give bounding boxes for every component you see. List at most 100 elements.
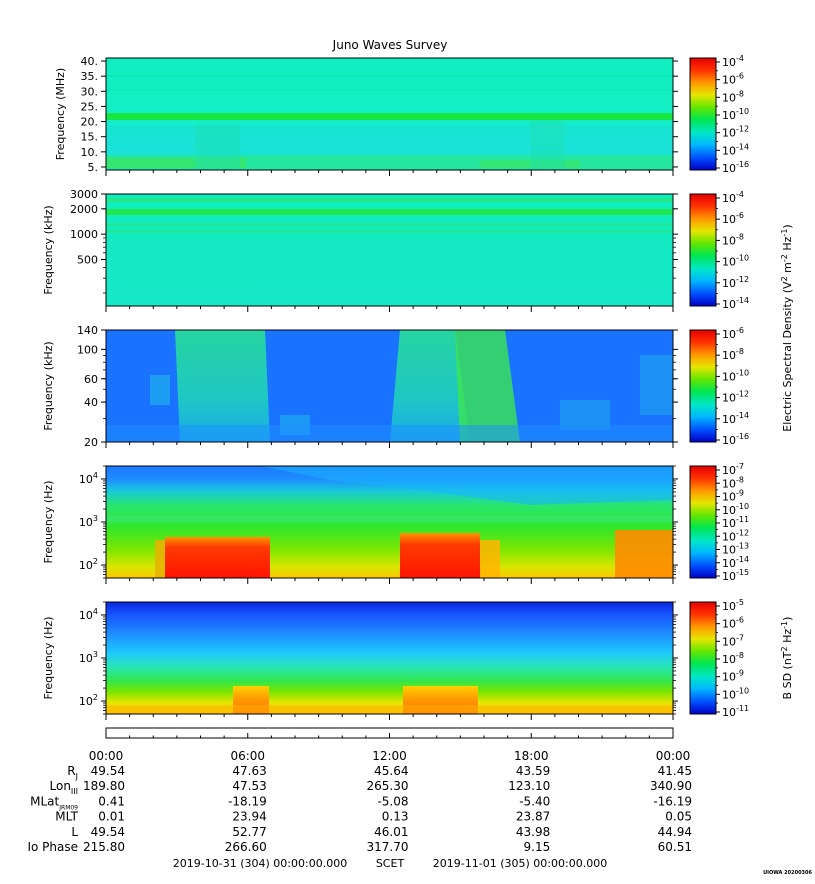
ephemeris-row-label: LonIII — [50, 779, 79, 796]
colorbar-label: 10-7 — [722, 462, 744, 477]
ephemeris-row-label: L — [71, 825, 78, 839]
ephemeris-value: 23.94 — [232, 810, 266, 824]
ephemeris-value: 0.05 — [665, 810, 692, 824]
panel-hf-mhz-spectrogram — [106, 58, 673, 170]
panel-1-y-ticks: 40. 35. 30. 25. 20. 15. 10. 5. — [81, 55, 678, 174]
footer-scet: SCET — [376, 857, 405, 870]
footer-stamp: UIOWA 20200306 — [763, 870, 812, 876]
footer-start-time: 2019-10-31 (304) 00:00:00.000 — [173, 857, 347, 870]
y-tick-label: 1000 — [70, 228, 98, 241]
colorbar-label: 10-4 — [722, 190, 744, 205]
ephemeris-value: 0.41 — [98, 794, 125, 808]
y-tick-label: 20 — [84, 436, 98, 449]
y-tick-label: 35. — [81, 70, 99, 83]
y-tick-label: 103 — [79, 514, 98, 529]
ephemeris-value: 60.51 — [658, 840, 692, 854]
panel-x-ticks — [105, 170, 674, 720]
panel-3-ylabel: Frequency (kHz) — [42, 341, 55, 430]
e-field-colorbar-title: Electric Spectral Density (V2 m-2 Hz-1) — [780, 224, 794, 431]
panel-4-ylabel: Frequency (Hz) — [42, 481, 55, 564]
colorbar-label: 10-8 — [722, 475, 744, 490]
y-tick-label: 30. — [81, 85, 99, 98]
y-tick-label: 3000 — [70, 188, 98, 201]
y-tick-label: 25. — [81, 100, 99, 113]
colorbar-label: 10-6 — [722, 616, 744, 631]
y-tick-label: 104 — [79, 607, 98, 622]
colorbar-label: 10-14 — [722, 411, 749, 426]
ephemeris-value: 49.54 — [91, 825, 125, 839]
panel-3-y-ticks: 140 100 60 40 20 — [77, 324, 678, 449]
colorbar-label: 10-8 — [722, 347, 744, 362]
colorbar-frame — [689, 601, 717, 715]
ephemeris-value: -18.19 — [228, 794, 267, 808]
ephemeris-value: 266.60 — [225, 840, 267, 854]
ephemeris-value: 47.63 — [232, 764, 266, 778]
ephemeris-value: -5.08 — [377, 794, 408, 808]
colorbar-label: 10-12 — [722, 275, 749, 290]
y-tick-label: 20. — [81, 116, 99, 129]
colorbar-label: 10-11 — [722, 515, 749, 530]
y-tick-label: 100 — [77, 343, 98, 356]
colorbar — [690, 58, 716, 170]
colorbar-label: 10-8 — [722, 89, 744, 104]
ephemeris-value: 215.80 — [83, 840, 125, 854]
colorbar — [690, 602, 716, 714]
y-tick-label: 102 — [79, 693, 98, 708]
time-label: 00:00 — [89, 749, 124, 763]
ephemeris-value: 0.01 — [98, 810, 125, 824]
y-tick-label: 103 — [79, 650, 98, 665]
panel-e-field-low-spectrogram — [106, 466, 673, 578]
colorbar-label: 10-6 — [722, 211, 744, 226]
ephemeris-value: -5.40 — [519, 794, 550, 808]
ephemeris-value: 47.53 — [232, 779, 266, 793]
colorbar-label: 10-10 — [722, 368, 749, 383]
ephemeris-row-label: Io Phase — [27, 840, 78, 854]
colorbar-label: 10-12 — [722, 390, 749, 405]
ephemeris-value: -16.19 — [653, 794, 692, 808]
ephemeris-row-label: RJ — [67, 764, 78, 781]
panel-4-y-ticks: 104 103 102 — [79, 465, 678, 579]
panel-b-field-spectrogram — [106, 602, 673, 714]
ephemeris-value: 41.45 — [658, 764, 692, 778]
b-field-colorbar-title: B SD (nT2 Hz-1) — [780, 617, 794, 700]
colorbar-frame — [689, 329, 717, 443]
colorbar-label: 10-9 — [722, 669, 744, 684]
colorbar-label: 10-7 — [722, 633, 744, 648]
colorbar-label: 10-14 — [722, 555, 749, 570]
colorbar-label: 10-16 — [722, 432, 749, 447]
y-tick-label: 500 — [77, 253, 98, 266]
colorbar — [690, 466, 716, 578]
y-tick-label: 5. — [88, 161, 99, 174]
time-label: 00:00 — [656, 749, 691, 763]
ephemeris-value: 265.30 — [367, 779, 409, 793]
ephemeris-value: 23.87 — [516, 810, 550, 824]
time-label: 12:00 — [372, 749, 407, 763]
colorbar-label: 10-14 — [722, 296, 749, 311]
y-tick-label: 40 — [84, 396, 98, 409]
colorbar-label: 10-8 — [722, 651, 744, 666]
panel-lf-khz-spectrogram — [106, 330, 673, 442]
y-tick-label: 40. — [81, 55, 99, 68]
colorbar-label: 10-12 — [722, 528, 749, 543]
ephemeris-row-label: MLatJRM09 — [30, 794, 78, 811]
colorbar-label: 10-6 — [722, 326, 744, 341]
colorbar-label: 10-10 — [722, 686, 749, 701]
colorbar — [690, 194, 716, 306]
colorbar-label: 10-4 — [722, 54, 744, 69]
colorbar-label: 10-5 — [722, 598, 744, 613]
panel-5-ylabel: Frequency (Hz) — [42, 617, 55, 700]
colorbar-frame — [689, 57, 717, 171]
ephemeris-value: 52.77 — [232, 825, 266, 839]
y-tick-label: 140 — [77, 324, 98, 337]
ephemeris-value: 0.13 — [382, 810, 409, 824]
ephemeris-value: 46.01 — [374, 825, 408, 839]
ephemeris-value: 189.80 — [83, 779, 125, 793]
ephemeris-row-label: MLT — [55, 810, 78, 824]
colorbar-label: 10-9 — [722, 489, 744, 504]
colorbar-label: 10-15 — [722, 568, 749, 583]
ephemeris-value: 44.94 — [658, 825, 692, 839]
ephemeris-value: 43.98 — [516, 825, 550, 839]
panel-hf-khz-spectrogram — [106, 194, 673, 306]
